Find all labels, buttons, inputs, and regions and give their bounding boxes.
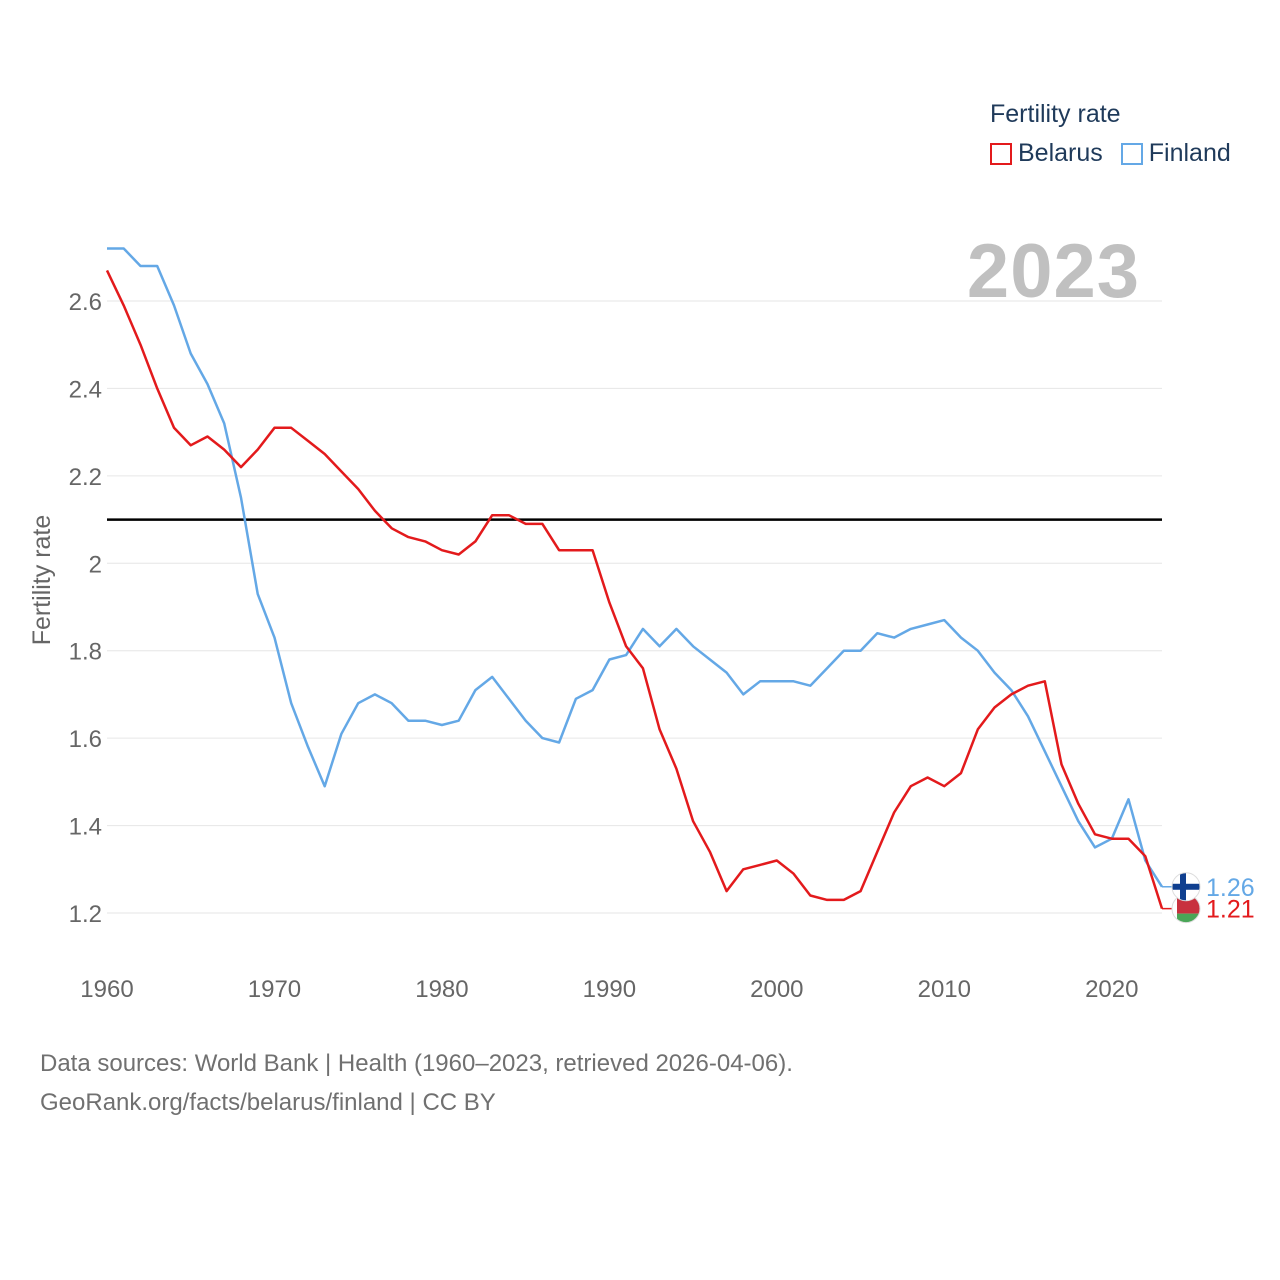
y-tick-label: 2.6 — [69, 289, 102, 316]
legend: Fertility rate Belarus Finland — [990, 100, 1231, 168]
y-tick-label: 1.2 — [69, 901, 102, 928]
legend-item-finland[interactable]: Finland — [1120, 139, 1231, 168]
x-tick-label: 1980 — [415, 976, 468, 1003]
legend-item-belarus[interactable]: Belarus — [990, 139, 1103, 168]
legend-swatch-finland — [1120, 142, 1143, 165]
source-line-2[interactable]: GeoRank.org/facts/belarus/finland | CC B… — [40, 1089, 496, 1116]
y-tick-label: 1.4 — [69, 814, 102, 841]
series-line-finland[interactable] — [107, 247, 1164, 888]
y-tick-label: 1.8 — [69, 639, 102, 666]
legend-label-belarus: Belarus — [1018, 139, 1103, 167]
y-axis-label: Fertility rate — [28, 515, 56, 646]
y-tick-label: 2.4 — [69, 376, 102, 403]
y-axis-ticks: 1.2 1.4 1.6 1.8 2 2.2 2.4 2.6 — [69, 289, 102, 928]
source-line-1: Data sources: World Bank | Health (1960–… — [40, 1050, 793, 1077]
source-note: Data sources: World Bank | Health (1960–… — [40, 1044, 793, 1122]
finland-flag-icon — [1171, 872, 1201, 902]
end-value-label-finland: 1.26 — [1206, 874, 1255, 902]
legend-title: Fertility rate — [990, 100, 1121, 128]
series-line-belarus[interactable] — [105, 269, 1164, 909]
y-tick-label: 2 — [89, 551, 102, 578]
x-tick-label: 1960 — [80, 976, 133, 1003]
x-tick-label: 1990 — [583, 976, 636, 1003]
gridlines — [107, 300, 1162, 914]
x-tick-label: 2000 — [750, 976, 803, 1003]
x-tick-label: 2010 — [918, 976, 971, 1003]
x-axis-ticks: 1960 1970 1980 1990 2000 2010 2020 — [80, 976, 1138, 1003]
series-lines — [105, 247, 1164, 909]
y-tick-label: 1.6 — [69, 726, 102, 753]
x-tick-label: 1970 — [248, 976, 301, 1003]
legend-swatch-belarus — [990, 142, 1012, 165]
series-end-markers: 1.211.26 — [1162, 872, 1255, 924]
end-value-label-belarus: 1.21 — [1206, 896, 1255, 924]
x-tick-label: 2020 — [1085, 976, 1138, 1003]
y-tick-label: 2.2 — [69, 464, 102, 491]
current-year-label: 2023 — [966, 229, 1140, 314]
legend-label-finland: Finland — [1148, 139, 1231, 167]
